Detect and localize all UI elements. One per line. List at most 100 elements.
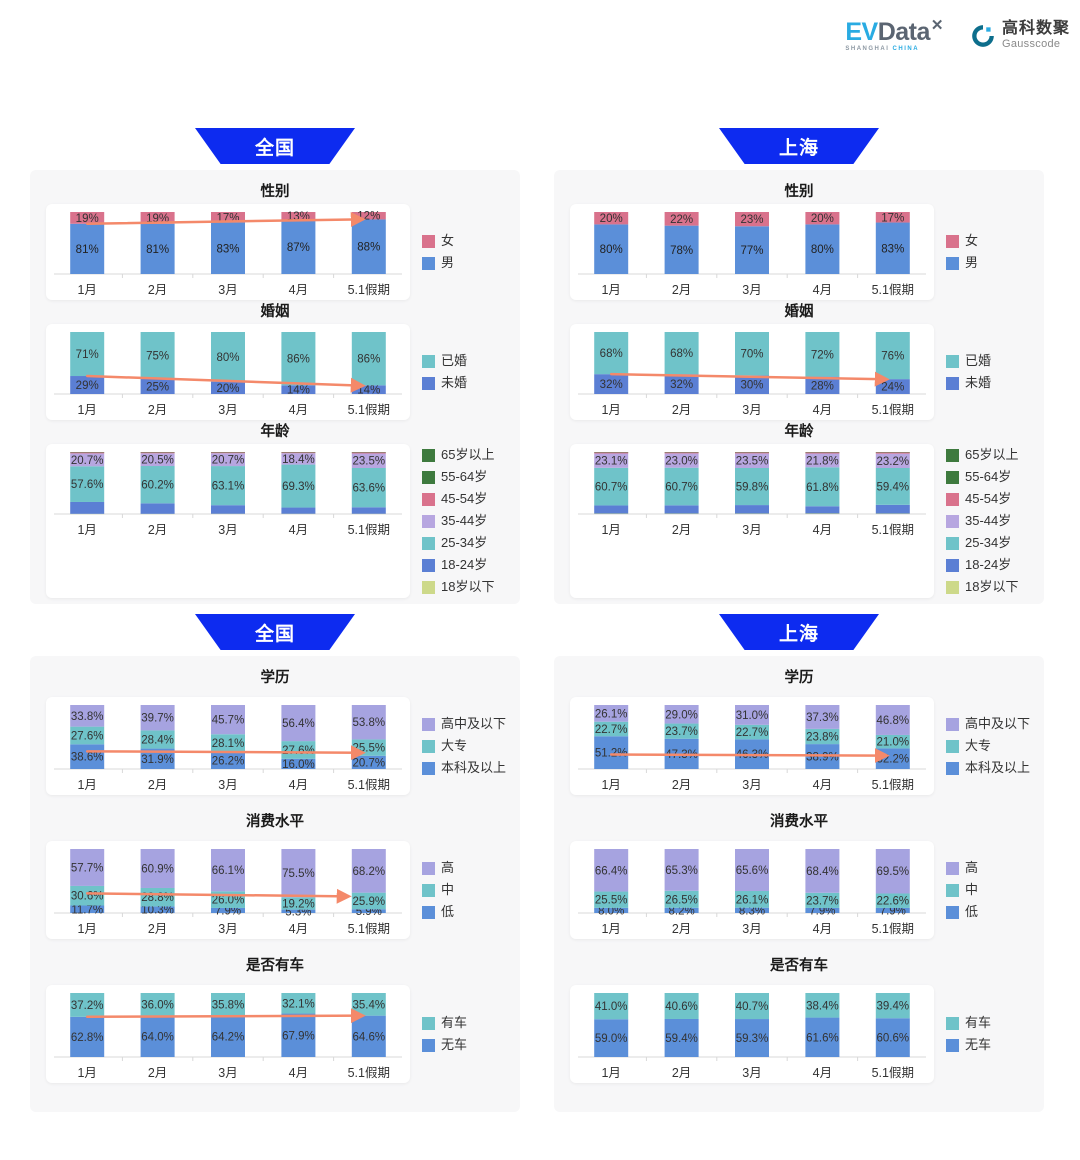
svg-text:4月: 4月 xyxy=(813,523,832,537)
svg-text:28.1%: 28.1% xyxy=(212,738,245,750)
svg-text:38.6%: 38.6% xyxy=(71,752,104,764)
svg-text:12%: 12% xyxy=(357,211,380,223)
svg-text:56.4%: 56.4% xyxy=(282,718,315,730)
svg-text:68.2%: 68.2% xyxy=(352,866,385,878)
svg-text:1月: 1月 xyxy=(77,283,96,297)
svg-text:59.3%: 59.3% xyxy=(736,1033,769,1045)
svg-text:76%: 76% xyxy=(881,351,904,363)
svg-text:1月: 1月 xyxy=(601,1066,620,1080)
svg-text:3月: 3月 xyxy=(742,778,761,792)
svg-text:68%: 68% xyxy=(600,348,623,360)
svg-text:5.1假期: 5.1假期 xyxy=(872,778,914,792)
svg-text:59.0%: 59.0% xyxy=(595,1033,628,1045)
svg-text:2月: 2月 xyxy=(672,778,691,792)
svg-text:16.0%: 16.0% xyxy=(282,759,315,771)
svg-text:38.4%: 38.4% xyxy=(806,1000,839,1012)
svg-text:86%: 86% xyxy=(287,354,310,366)
svg-text:1月: 1月 xyxy=(601,778,620,792)
svg-text:60.6%: 60.6% xyxy=(876,1033,909,1045)
svg-text:23.1%: 23.1% xyxy=(595,456,628,468)
svg-text:5.1假期: 5.1假期 xyxy=(348,283,390,297)
svg-text:63.6%: 63.6% xyxy=(352,483,385,495)
svg-text:39.7%: 39.7% xyxy=(141,713,174,725)
svg-text:68.4%: 68.4% xyxy=(806,866,839,878)
svg-text:26.0%: 26.0% xyxy=(212,895,245,907)
svg-text:2月: 2月 xyxy=(672,403,691,417)
svg-text:14%: 14% xyxy=(287,385,310,397)
svg-text:88%: 88% xyxy=(357,242,380,254)
svg-text:2月: 2月 xyxy=(148,778,167,792)
svg-text:40.7%: 40.7% xyxy=(736,1001,769,1013)
svg-text:60.7%: 60.7% xyxy=(595,482,628,494)
svg-text:4月: 4月 xyxy=(289,778,308,792)
svg-text:68%: 68% xyxy=(670,348,693,360)
svg-text:26.5%: 26.5% xyxy=(665,894,698,906)
svg-text:32%: 32% xyxy=(670,379,693,391)
svg-text:11.7%: 11.7% xyxy=(71,904,103,916)
svg-text:2月: 2月 xyxy=(672,283,691,297)
svg-text:25.5%: 25.5% xyxy=(595,895,628,907)
svg-text:59.4%: 59.4% xyxy=(876,481,909,493)
svg-text:86%: 86% xyxy=(357,354,380,366)
svg-text:37.3%: 37.3% xyxy=(806,712,839,724)
svg-text:20.7%: 20.7% xyxy=(212,455,245,467)
svg-text:23.8%: 23.8% xyxy=(806,731,839,743)
svg-text:2月: 2月 xyxy=(148,403,167,417)
svg-text:30%: 30% xyxy=(740,380,763,392)
svg-text:57.7%: 57.7% xyxy=(71,862,104,874)
svg-text:4月: 4月 xyxy=(289,523,308,537)
svg-text:45.7%: 45.7% xyxy=(212,715,245,727)
svg-text:75.5%: 75.5% xyxy=(282,868,315,880)
svg-text:83%: 83% xyxy=(881,243,904,255)
svg-text:64.2%: 64.2% xyxy=(212,1031,245,1043)
svg-text:21.0%: 21.0% xyxy=(876,737,909,749)
svg-text:66.4%: 66.4% xyxy=(595,865,628,877)
svg-text:78%: 78% xyxy=(670,245,693,257)
svg-text:1月: 1月 xyxy=(77,922,96,936)
svg-text:22.7%: 22.7% xyxy=(595,724,628,736)
svg-text:3月: 3月 xyxy=(218,403,237,417)
svg-text:77%: 77% xyxy=(740,245,763,257)
svg-text:23.7%: 23.7% xyxy=(665,726,698,738)
svg-text:28%: 28% xyxy=(811,380,834,392)
svg-text:4月: 4月 xyxy=(289,1066,308,1080)
svg-text:69.3%: 69.3% xyxy=(282,481,315,493)
svg-text:35.4%: 35.4% xyxy=(352,999,385,1011)
svg-text:4月: 4月 xyxy=(813,283,832,297)
svg-text:23.2%: 23.2% xyxy=(876,456,909,468)
svg-text:2月: 2月 xyxy=(148,523,167,537)
svg-text:75%: 75% xyxy=(146,350,169,362)
svg-text:25%: 25% xyxy=(146,381,169,393)
svg-text:1月: 1月 xyxy=(77,1066,96,1080)
svg-text:28.4%: 28.4% xyxy=(141,734,174,746)
svg-text:5.1假期: 5.1假期 xyxy=(872,403,914,417)
svg-text:4月: 4月 xyxy=(813,778,832,792)
svg-text:36.0%: 36.0% xyxy=(141,1000,174,1012)
svg-text:80%: 80% xyxy=(216,352,239,364)
svg-text:1月: 1月 xyxy=(601,922,620,936)
svg-text:23.7%: 23.7% xyxy=(806,895,839,907)
svg-text:20.7%: 20.7% xyxy=(352,757,385,769)
svg-text:26.2%: 26.2% xyxy=(212,756,245,768)
svg-text:22.6%: 22.6% xyxy=(876,896,909,908)
svg-text:35.8%: 35.8% xyxy=(212,999,245,1011)
svg-text:5.1假期: 5.1假期 xyxy=(348,523,390,537)
svg-text:32%: 32% xyxy=(600,379,623,391)
svg-text:63.1%: 63.1% xyxy=(212,481,245,493)
svg-text:26.1%: 26.1% xyxy=(595,708,628,720)
svg-text:29%: 29% xyxy=(76,380,99,392)
svg-text:81%: 81% xyxy=(76,244,99,256)
svg-text:64.0%: 64.0% xyxy=(141,1032,174,1044)
svg-text:32.1%: 32.1% xyxy=(282,998,315,1010)
svg-text:41.0%: 41.0% xyxy=(595,1001,628,1013)
svg-text:2月: 2月 xyxy=(148,1066,167,1080)
svg-text:60.7%: 60.7% xyxy=(665,482,698,494)
svg-text:19.2%: 19.2% xyxy=(282,898,315,910)
svg-text:3月: 3月 xyxy=(742,283,761,297)
svg-text:1月: 1月 xyxy=(601,523,620,537)
svg-text:38.9%: 38.9% xyxy=(806,752,839,764)
svg-text:65.3%: 65.3% xyxy=(665,865,698,877)
svg-text:5.1假期: 5.1假期 xyxy=(348,403,390,417)
svg-text:60.9%: 60.9% xyxy=(141,863,174,875)
svg-text:17%: 17% xyxy=(881,212,904,224)
